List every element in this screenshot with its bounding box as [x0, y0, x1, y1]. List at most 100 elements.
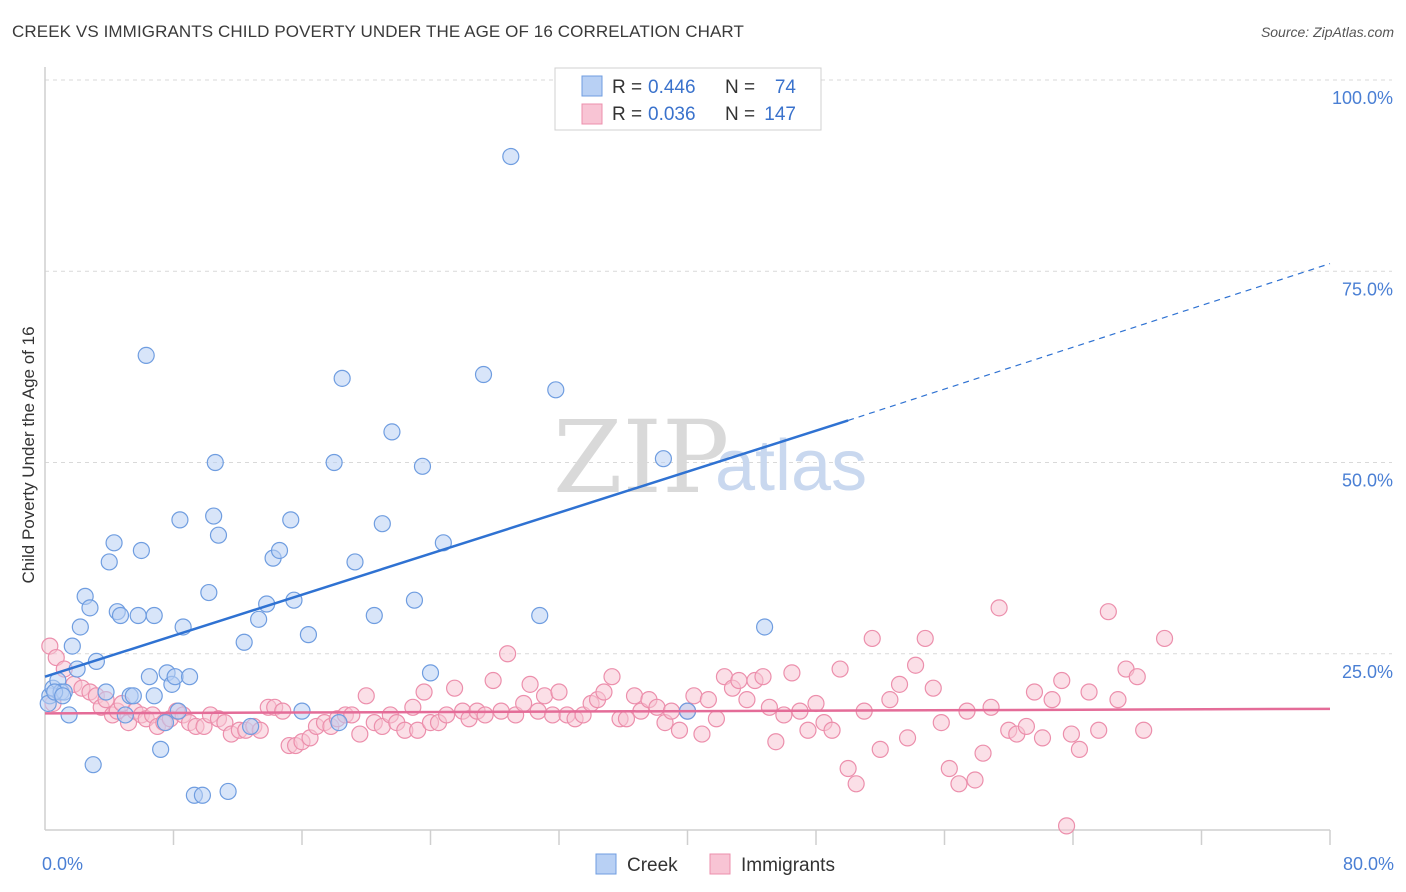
creek-point	[129, 606, 147, 625]
immigrants-point	[1128, 668, 1146, 686]
creek-point	[209, 526, 228, 544]
source-label: Source: ZipAtlas.com	[1260, 24, 1394, 40]
immigrants-point	[974, 744, 992, 762]
creek-point	[282, 511, 300, 529]
creek-point	[124, 687, 142, 705]
immigrants-point	[693, 725, 711, 743]
y-tick-label: 25.0%	[1342, 662, 1393, 682]
data-points	[39, 147, 1174, 835]
immigrants-point	[603, 668, 621, 686]
creek-point	[100, 553, 118, 571]
immigrants-point	[415, 683, 433, 701]
creek-point	[97, 683, 115, 701]
creek-point	[531, 606, 549, 625]
legend-n-value-immigrants: 147	[764, 104, 796, 125]
immigrants-point	[847, 775, 865, 793]
creek-point	[180, 668, 199, 686]
immigrants-point	[982, 698, 1000, 716]
immigrants-point	[783, 664, 801, 682]
immigrants-point	[916, 629, 934, 648]
creek-point	[200, 583, 218, 602]
immigrants-point	[1080, 683, 1098, 701]
creek-point	[193, 786, 212, 804]
immigrants-point	[699, 691, 717, 709]
immigrants-point	[535, 687, 554, 705]
immigrants-point	[1017, 717, 1036, 736]
immigrants-point	[476, 706, 494, 724]
x-tick-label-left: 0.0%	[42, 854, 83, 874]
immigrants-point	[754, 668, 772, 686]
immigrants-point	[1155, 629, 1174, 648]
immigrants-point	[550, 683, 568, 701]
creek-point	[166, 668, 184, 686]
legend-r-value-immigrants: 0.036	[648, 104, 696, 125]
legend-n-value-creek: 74	[775, 77, 797, 98]
immigrants-point	[1090, 721, 1108, 739]
immigrants-point	[871, 740, 889, 758]
creek-point	[145, 606, 163, 625]
legend-swatch-immigrants	[581, 103, 603, 125]
immigrants-point	[685, 687, 703, 705]
immigrants-point	[1053, 671, 1071, 690]
y-axis-label: Child Poverty Under the Age of 16	[19, 326, 38, 583]
legend-n-label-creek: N =	[725, 77, 755, 98]
legend: R = 0.446 N = 74 R = 0.036 N = 147	[554, 67, 822, 131]
y-tick-label: 75.0%	[1342, 279, 1393, 299]
creek-point	[169, 702, 187, 720]
creek-point	[333, 369, 351, 387]
immigrants-point	[738, 691, 756, 709]
immigrants-point	[767, 733, 785, 751]
immigrants-point	[343, 706, 361, 724]
creek-point	[373, 515, 391, 533]
bottom-legend-label-immigrants: Immigrants	[741, 855, 835, 876]
creek-point	[250, 610, 268, 628]
immigrants-point	[823, 721, 841, 739]
creek-point	[330, 713, 348, 732]
creek-point	[60, 706, 78, 724]
creek-point	[140, 668, 159, 686]
immigrants-point	[409, 721, 427, 739]
immigrants-point	[1025, 683, 1044, 701]
immigrants-point	[351, 725, 369, 743]
immigrants-point	[670, 721, 689, 739]
creek-point	[152, 740, 170, 758]
immigrants-point	[950, 775, 968, 793]
creek-point	[54, 687, 72, 705]
grid-lines	[45, 79, 1392, 655]
immigrants-point	[890, 675, 909, 693]
immigrants-point	[437, 706, 456, 724]
watermark-zip: ZIP	[553, 399, 729, 516]
immigrants-point	[1033, 729, 1052, 747]
bottom-legend-swatch-creek	[595, 853, 617, 875]
chart-title: CREEK VS IMMIGRANTS CHILD POVERTY UNDER …	[12, 22, 744, 41]
creek-point	[105, 534, 123, 552]
immigrants-trend-line	[44, 707, 1331, 715]
creek-trend-line	[44, 419, 849, 678]
immigrants-point	[499, 645, 517, 663]
creek-point	[71, 618, 89, 636]
y-tick-label: 100.0%	[1332, 88, 1393, 108]
y-tick-label: 50.0%	[1342, 471, 1393, 491]
immigrants-point	[730, 671, 748, 690]
immigrants-point	[799, 721, 817, 739]
legend-r-value-creek: 0.446	[648, 77, 696, 98]
legend-r-label-creek: R =	[612, 77, 642, 98]
immigrants-point	[775, 706, 793, 724]
immigrants-point	[1109, 691, 1127, 709]
immigrants-point	[515, 694, 533, 713]
creek-trend-extension	[847, 263, 1331, 421]
creek-point	[413, 457, 432, 475]
creek-point	[365, 606, 383, 625]
creek-point	[502, 147, 520, 166]
creek-point	[116, 706, 134, 724]
immigrants-point	[831, 660, 849, 678]
creek-point	[132, 541, 150, 560]
creek-point	[654, 450, 673, 468]
legend-r-label-immigrants: R =	[612, 104, 642, 125]
immigrants-point	[906, 656, 925, 674]
creek-point	[219, 782, 237, 801]
immigrants-point	[617, 710, 636, 728]
creek-point	[242, 717, 260, 736]
bottom-legend-swatch-immigrants	[709, 853, 731, 875]
